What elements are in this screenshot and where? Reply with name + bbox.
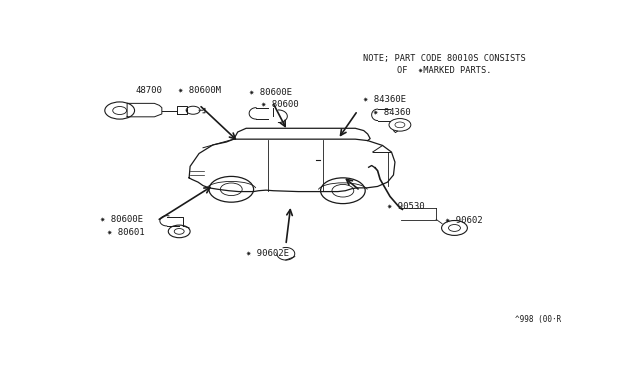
Text: ✷ 90602E: ✷ 90602E <box>246 249 289 258</box>
Text: ✷ 80600M: ✷ 80600M <box>178 86 221 95</box>
Text: ✷ 80601: ✷ 80601 <box>108 228 145 237</box>
Text: ✷ 80600E: ✷ 80600E <box>249 87 292 96</box>
Text: NOTE; PART CODE 80010S CONSISTS: NOTE; PART CODE 80010S CONSISTS <box>363 54 526 63</box>
Text: ✷ 80600E: ✷ 80600E <box>100 215 143 224</box>
Text: OF  ✷MARKED PARTS.: OF ✷MARKED PARTS. <box>397 66 492 75</box>
Text: ✷ 84360E: ✷ 84360E <box>363 94 406 103</box>
Text: ^998 (00·R: ^998 (00·R <box>515 315 561 324</box>
Text: ✷ 90530: ✷ 90530 <box>387 202 424 211</box>
Text: ✷ 90602: ✷ 90602 <box>445 216 482 225</box>
Text: ✷ 80600: ✷ 80600 <box>261 100 299 109</box>
Text: ✷ 84360: ✷ 84360 <box>372 108 410 116</box>
Text: 48700: 48700 <box>136 86 163 95</box>
